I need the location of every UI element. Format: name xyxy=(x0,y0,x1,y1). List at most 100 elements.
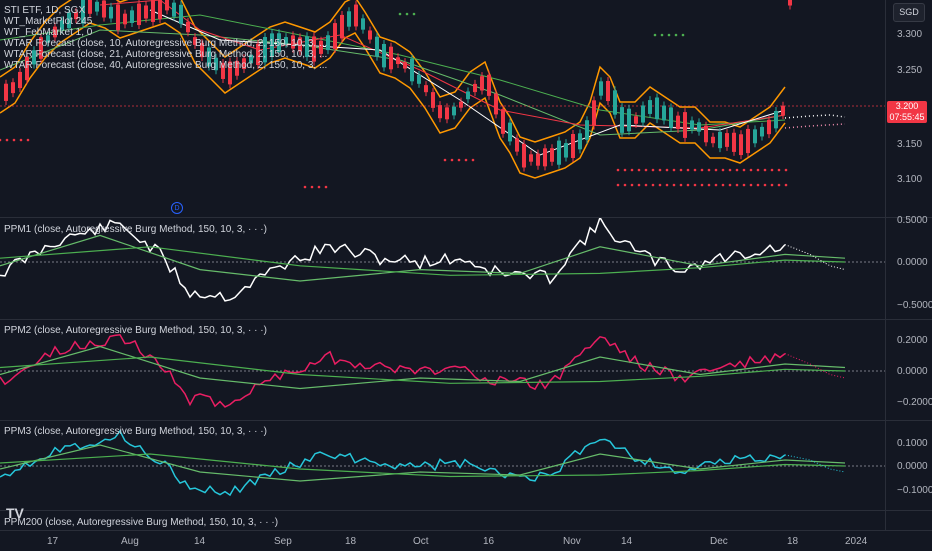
candle xyxy=(193,37,197,45)
ppm1-chart xyxy=(0,215,885,302)
candle xyxy=(368,30,372,40)
marker-dot xyxy=(686,168,690,172)
candle xyxy=(172,2,176,17)
pane-separator[interactable] xyxy=(0,510,932,511)
marker-dot xyxy=(303,185,307,189)
candle xyxy=(725,133,729,147)
candle xyxy=(389,46,393,70)
marker-dot xyxy=(412,12,416,16)
candle xyxy=(95,1,99,12)
candle xyxy=(473,83,477,93)
candle xyxy=(620,107,624,133)
candle xyxy=(690,120,694,130)
marker-dot xyxy=(714,168,718,172)
pane-separator[interactable] xyxy=(0,217,932,218)
marker-dot xyxy=(665,168,669,172)
legend-indicator-2[interactable]: WT_FebMarket 1, 0 xyxy=(4,27,93,38)
marker-dot xyxy=(784,168,788,172)
candle xyxy=(46,35,50,43)
ppm3-pane[interactable] xyxy=(0,421,885,510)
candle xyxy=(662,105,666,121)
marker-dot xyxy=(644,168,648,172)
y-label: −0.1000 xyxy=(897,485,932,496)
candle xyxy=(186,21,190,33)
candle xyxy=(326,35,330,51)
forecast-white-dots xyxy=(784,114,846,119)
legend-indicator-4[interactable]: WTAR Forecast (close, 21, Autoregressive… xyxy=(4,49,328,60)
currency-button[interactable]: SGD xyxy=(893,3,925,22)
candle xyxy=(375,36,379,57)
candle xyxy=(291,35,295,49)
marker-dot xyxy=(686,183,690,187)
marker-dot xyxy=(749,168,753,172)
x-label: 14 xyxy=(621,536,633,547)
x-label: 18 xyxy=(787,536,799,547)
candle xyxy=(669,107,673,128)
candle xyxy=(214,57,218,71)
oscillator-line xyxy=(0,215,786,302)
candle xyxy=(683,112,687,138)
signal-fast-line xyxy=(0,234,846,282)
marker-dot xyxy=(651,183,655,187)
candle xyxy=(4,83,8,101)
candle xyxy=(298,37,302,52)
marker-dot xyxy=(5,138,9,142)
candle xyxy=(459,101,463,108)
upper-band-line xyxy=(0,0,786,143)
ppm2-legend[interactable]: PPM2 (close, Autoregressive Burg Method,… xyxy=(4,325,267,336)
price-pane[interactable] xyxy=(0,0,885,217)
marker-dot xyxy=(653,33,657,37)
last-price: 3.200 xyxy=(895,101,919,111)
candle xyxy=(60,20,64,30)
ppm2-pane[interactable] xyxy=(0,320,885,420)
x-label: Oct xyxy=(413,536,429,547)
ppm1-legend[interactable]: PPM1 (close, Autoregressive Burg Method,… xyxy=(4,224,267,235)
marker-dot xyxy=(672,168,676,172)
legend-indicator-1[interactable]: WT_MarketPlot 245 xyxy=(4,16,93,27)
candle xyxy=(32,50,36,65)
tradingview-logo-icon[interactable]: TV xyxy=(6,505,24,521)
bar-countdown: 07:55:45 xyxy=(889,112,925,122)
candle xyxy=(704,125,708,143)
ppm3-legend[interactable]: PPM3 (close, Autoregressive Burg Method,… xyxy=(4,426,267,437)
candle xyxy=(137,3,141,26)
marker-dot xyxy=(700,168,704,172)
x-label: Aug xyxy=(121,536,139,547)
y-label: −0.5000 xyxy=(897,300,932,311)
x-label: 2024 xyxy=(845,536,868,547)
ppm2-chart xyxy=(0,333,885,408)
ppm1-pane[interactable] xyxy=(0,215,885,319)
candle xyxy=(711,136,715,144)
candle xyxy=(11,82,15,94)
marker-dot xyxy=(714,183,718,187)
candle xyxy=(354,4,358,27)
ppm200-legend[interactable]: PPM200 (close, Autoregressive Burg Metho… xyxy=(4,517,279,528)
marker-dot xyxy=(707,168,711,172)
pane-separator[interactable] xyxy=(0,420,932,421)
legend-indicator-3[interactable]: WTAR Forecast (close, 10, Autoregressive… xyxy=(4,38,328,49)
candle xyxy=(529,154,533,162)
candle xyxy=(753,129,757,144)
legend-symbol[interactable]: STI ETF, 1D, SGX xyxy=(4,5,86,16)
x-label: 17 xyxy=(47,536,59,547)
candle xyxy=(466,91,470,100)
candle xyxy=(718,131,722,149)
price-scale[interactable] xyxy=(885,0,932,530)
pane-separator[interactable] xyxy=(0,319,932,320)
candle xyxy=(578,133,582,150)
candle xyxy=(221,63,225,79)
candle xyxy=(144,5,148,19)
candle xyxy=(207,47,211,67)
candle xyxy=(123,13,127,25)
marker-dot xyxy=(464,158,468,162)
event-marker[interactable]: D xyxy=(171,202,183,214)
marker-dot xyxy=(777,168,781,172)
time-scale[interactable]: 17 Aug 14 Sep 18 Oct 16 Nov 14 Dec 18 20… xyxy=(0,530,932,551)
candle xyxy=(158,0,162,20)
candle xyxy=(732,132,736,152)
marker-dot xyxy=(658,168,662,172)
candle xyxy=(788,0,792,6)
candle xyxy=(536,153,540,166)
candle xyxy=(88,0,92,14)
legend-indicator-5[interactable]: WTAR Forecast (close, 40, Autoregressive… xyxy=(4,60,328,71)
